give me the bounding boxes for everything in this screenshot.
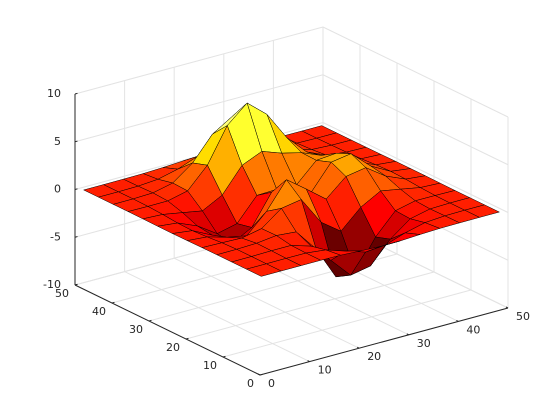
y-tick [111,301,115,304]
x-tick [257,373,261,376]
z-tick-label: -5 [50,230,61,243]
y-tick-label: 30 [129,323,143,336]
grid-line [222,289,472,358]
z-tick-label: -10 [43,278,61,291]
x-tick [456,319,459,322]
y-tick-label: 50 [55,287,69,300]
y-axis [74,284,261,376]
z-tick [74,236,78,238]
y-tick-label: 0 [247,377,254,390]
x-tick-label: 40 [466,323,480,336]
y-tick-label: 20 [166,341,180,354]
y-tick-label: 10 [203,359,217,372]
x-tick [356,346,360,349]
z-tick-label: 0 [54,183,61,196]
x-tick-label: 10 [318,364,332,377]
z-tick [74,283,78,286]
z-tick [74,140,78,143]
x-tick-label: 20 [367,350,381,363]
y-tick [148,319,152,322]
surface-patch [246,263,282,277]
x-tick [406,333,410,336]
z-tick-label: 10 [47,87,61,100]
x-axis [259,307,509,376]
grid-line [74,74,324,143]
grid-line [185,271,435,340]
y-tick-label: 40 [92,305,106,318]
grid-line [74,26,324,95]
z-tick [74,188,78,190]
x-tick-label: 30 [417,337,431,350]
y-tick [222,355,226,358]
x-tick-label: 0 [268,377,275,390]
x-tick [505,306,509,309]
grid-line [322,74,509,166]
grid-line [322,26,509,118]
z-tick-label: 5 [54,135,61,148]
y-tick [185,337,189,340]
grid-line [124,271,310,363]
grid-line [173,257,360,349]
x-tick [307,360,310,363]
x-tick-label: 50 [516,310,530,323]
grid-line [322,122,509,213]
y-tick [259,373,263,376]
z-tick [74,92,78,95]
